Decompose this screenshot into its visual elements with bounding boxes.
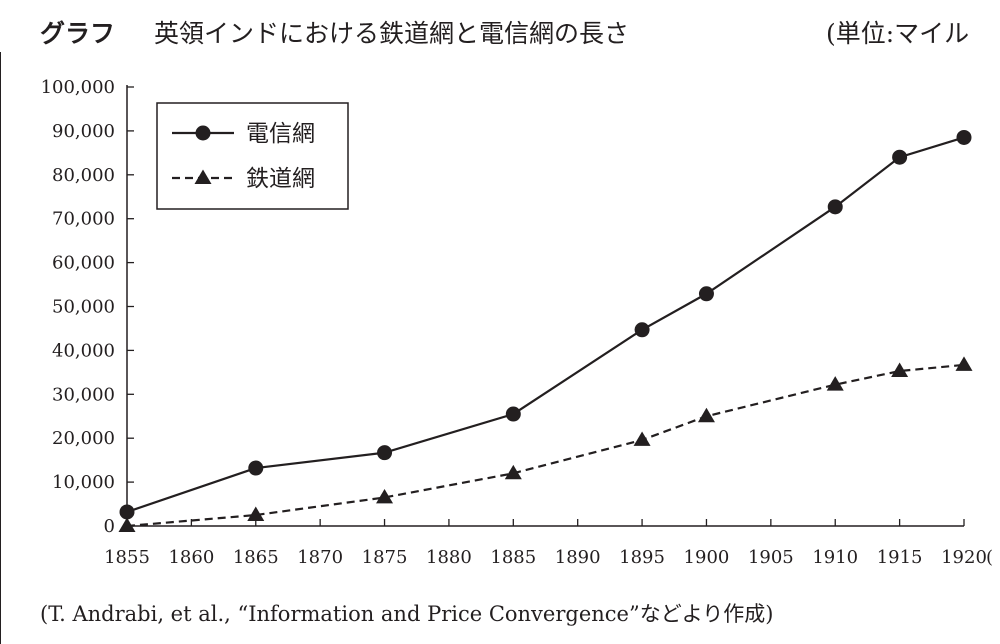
data-point (956, 129, 972, 145)
source-note: (T. Andrabi, et al., “Information and Pr… (40, 602, 774, 626)
series-1 (119, 129, 972, 520)
y-tick-label: 40,000 (52, 340, 115, 361)
legend-item: 鉄道網 (172, 166, 315, 192)
x-tick-label: 1900 (684, 547, 730, 568)
figure-header: グラフ 英領インドにおける鉄道網と電信網の長さ (単位:マイル (40, 8, 1000, 52)
legend-marker (195, 125, 211, 141)
data-point (826, 376, 844, 391)
series-2 (118, 356, 973, 532)
y-tick-label: 100,000 (41, 77, 115, 98)
legend-label: 電信網 (246, 121, 315, 147)
x-tick-label: 1915 (877, 547, 923, 568)
y-tick-label: 10,000 (52, 472, 115, 493)
figure-label: グラフ (40, 19, 116, 48)
y-tick-label: 60,000 (52, 253, 115, 274)
x-tick-label: 1905 (748, 547, 794, 568)
data-point (118, 517, 136, 532)
chart-title: 英領インドにおける鉄道網と電信網の長さ (154, 19, 630, 48)
x-tick-label: 1860 (168, 547, 214, 568)
y-tick-label: 90,000 (52, 121, 115, 142)
y-tick-label: 20,000 (52, 428, 115, 449)
legend-item: 電信網 (172, 121, 315, 147)
x-tick-label: 1865 (233, 547, 279, 568)
data-point (698, 286, 714, 302)
data-point (955, 356, 973, 371)
figure-border (0, 52, 1000, 644)
data-point (247, 506, 265, 521)
x-tick-label: 1890 (555, 547, 601, 568)
data-point (376, 488, 394, 504)
data-point (377, 445, 393, 461)
x-tick-label: 1880 (426, 547, 472, 568)
y-tick-label: 80,000 (52, 165, 115, 186)
x-tick-label: 1885 (490, 547, 536, 568)
data-point (827, 199, 843, 215)
unit-note: (単位:マイル (826, 19, 970, 48)
x-tick-label: 1855 (104, 547, 150, 568)
legend-label: 鉄道網 (246, 166, 315, 192)
y-tick-label: 0 (104, 516, 115, 537)
series-layer (118, 129, 973, 532)
data-point (634, 322, 650, 338)
x-tick-label: 1910 (812, 547, 858, 568)
data-point (119, 504, 135, 520)
x-tick-label: 1895 (619, 547, 665, 568)
data-point (248, 460, 264, 476)
legend-marker (194, 169, 212, 184)
y-tick-label: 30,000 (52, 384, 115, 405)
x-axis-unit-paren: ( (986, 547, 993, 568)
data-point (697, 407, 715, 423)
data-point (891, 362, 909, 377)
y-tick-label: 50,000 (52, 297, 115, 318)
data-point (504, 464, 522, 480)
data-point (505, 406, 521, 422)
legend-box (156, 102, 349, 210)
x-tick-label: 1920 (941, 547, 987, 568)
x-tick-label: 1870 (297, 547, 343, 568)
data-point (633, 431, 651, 446)
axes: 0 10,000 20,000 30,000 40,000 50,000 60,000 70,… (41, 77, 993, 568)
data-point (892, 149, 908, 165)
x-tick-label: 1875 (362, 547, 408, 568)
y-tick-label: 70,000 (52, 209, 115, 230)
